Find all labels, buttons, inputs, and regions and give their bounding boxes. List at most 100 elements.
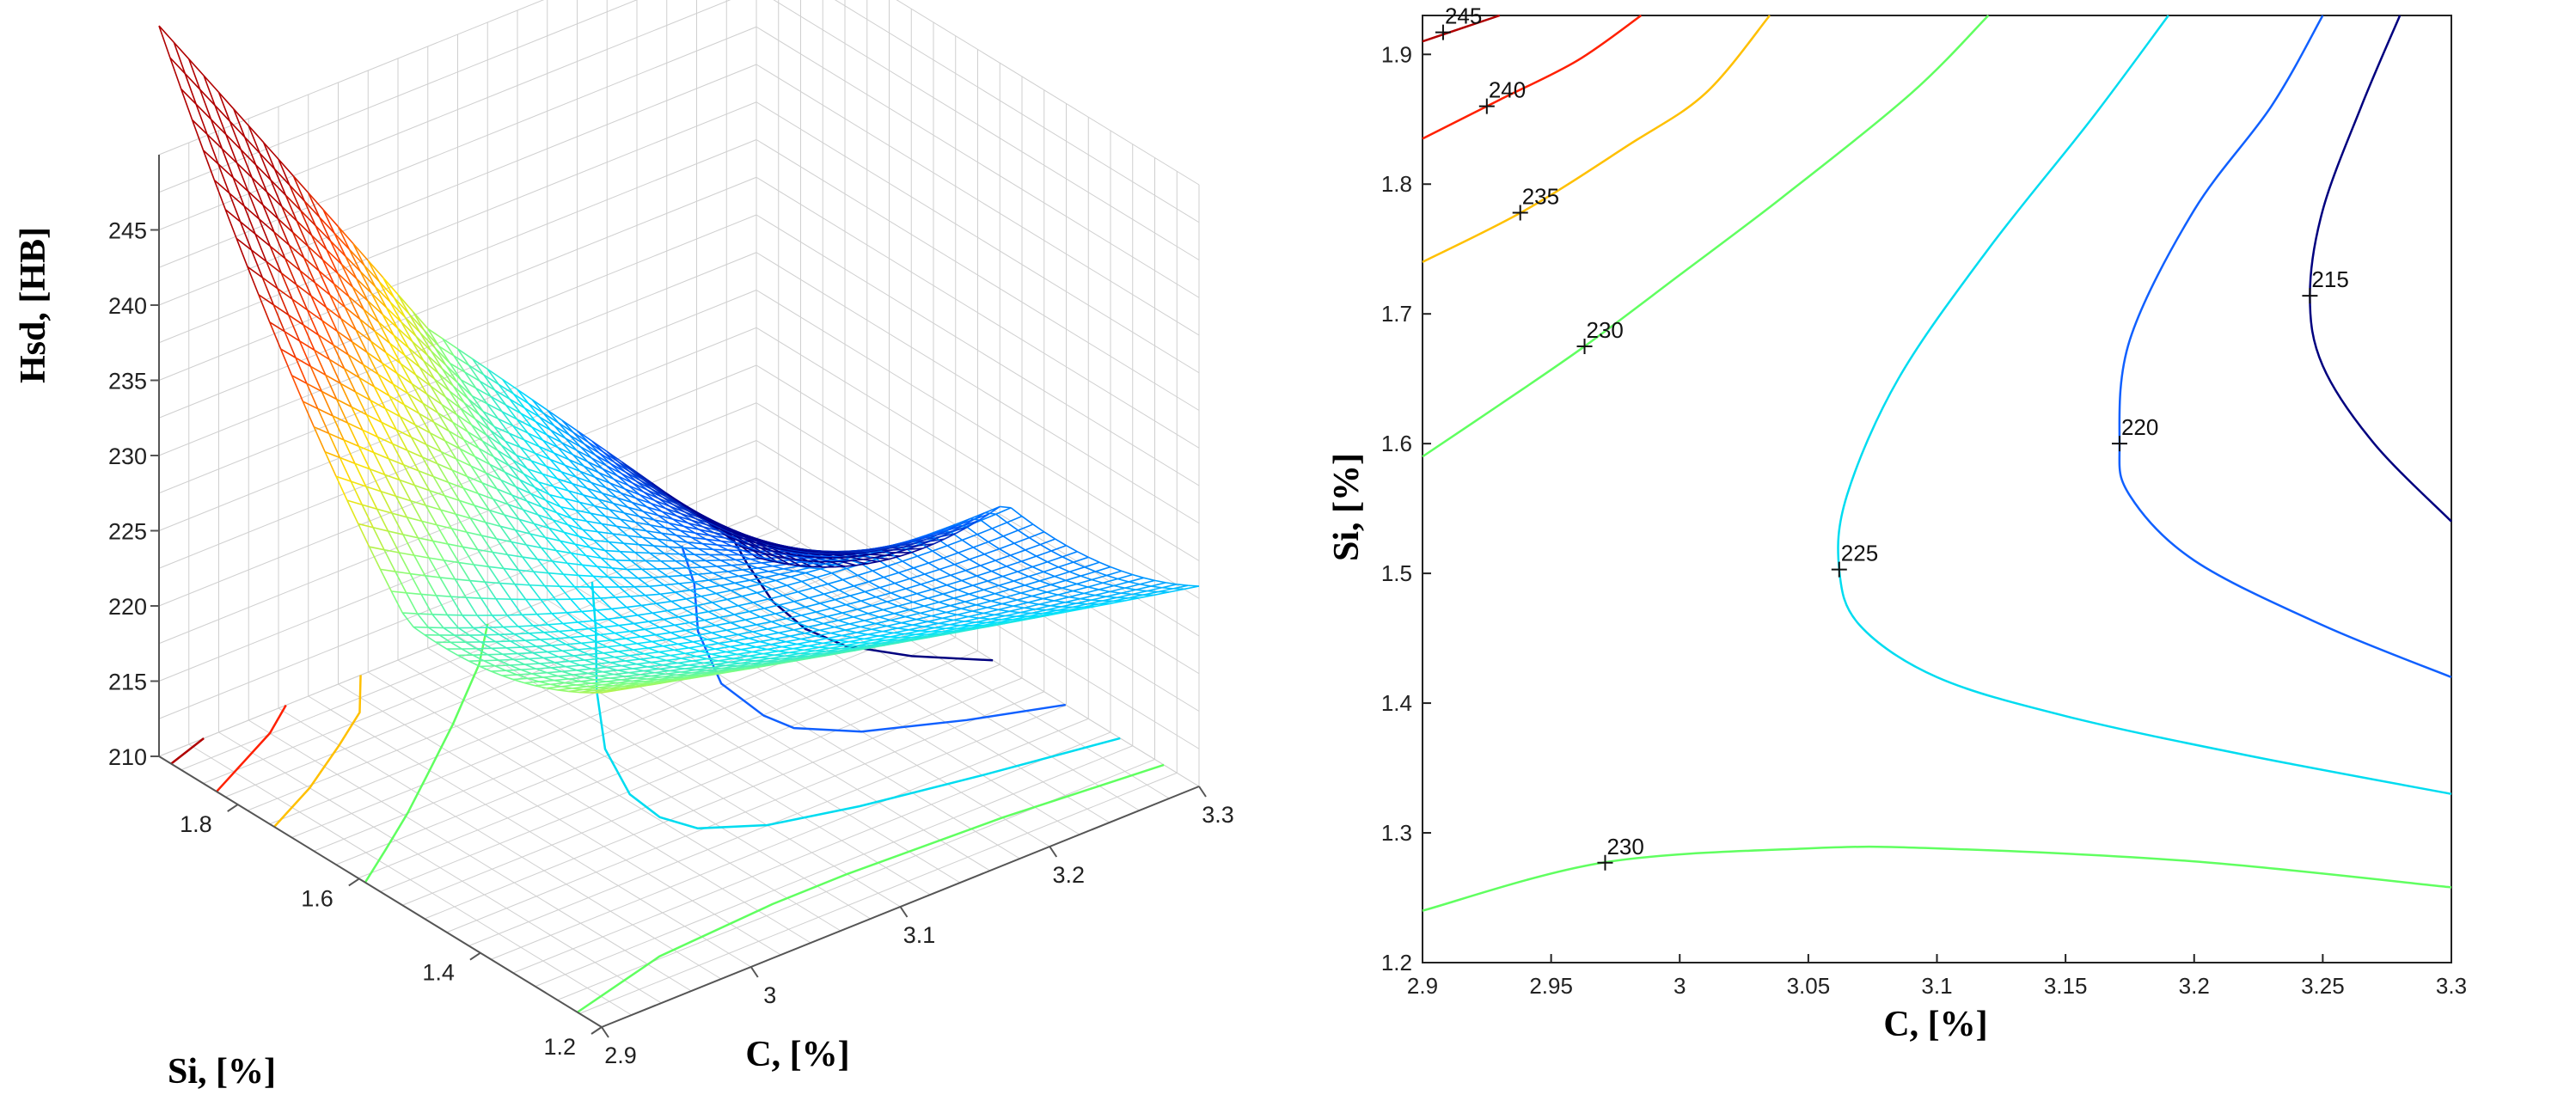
mesh-line — [998, 580, 1014, 586]
mesh-line — [184, 73, 197, 105]
mesh-line — [369, 468, 385, 475]
mesh-line — [1061, 606, 1073, 609]
mesh-line — [553, 486, 566, 499]
mesh-line — [964, 596, 981, 602]
contour-x-tick-label: 3.3 — [2436, 973, 2467, 999]
contour-line-220 — [2118, 15, 2452, 679]
mesh-line — [1121, 589, 1136, 594]
mesh-line — [433, 421, 446, 442]
mesh-line — [358, 523, 370, 547]
mesh-line — [533, 571, 546, 587]
mesh-line — [654, 671, 666, 676]
wall-grid-line — [158, 176, 757, 419]
mesh-line — [554, 452, 570, 461]
mesh-line — [842, 578, 854, 587]
mesh-line — [314, 350, 327, 376]
contour-y-tick-label: 1.4 — [1381, 690, 1412, 716]
mesh-line — [340, 382, 356, 393]
mesh-line — [287, 315, 301, 341]
mesh-line — [834, 623, 850, 628]
mesh-line — [266, 260, 282, 274]
mesh-line — [685, 650, 701, 655]
mesh-line — [328, 432, 345, 441]
c-tick-label-3d: 3.2 — [1052, 862, 1085, 888]
mesh-line — [395, 571, 411, 575]
mesh-line — [909, 578, 921, 585]
mesh-line — [393, 334, 406, 356]
mesh-line — [853, 616, 865, 621]
mesh-line — [1010, 554, 1022, 562]
mesh-line — [325, 306, 342, 320]
mesh-line — [614, 656, 626, 662]
mesh-line — [722, 656, 734, 659]
mesh-line — [539, 662, 555, 664]
mesh-line — [621, 645, 633, 651]
mesh-line — [1031, 591, 1048, 597]
mesh-line — [734, 582, 747, 589]
mesh-line — [434, 378, 450, 392]
mesh-line — [699, 673, 711, 676]
mesh-line — [660, 560, 673, 570]
mesh-line — [673, 666, 685, 670]
mesh-line — [668, 574, 683, 578]
mesh-line — [466, 531, 479, 550]
mesh-line — [639, 674, 652, 677]
mesh-line — [782, 590, 798, 596]
mesh-line — [538, 445, 551, 460]
mesh-line — [793, 596, 810, 602]
mesh-line — [281, 205, 297, 222]
mesh-line — [706, 523, 719, 531]
mesh-line — [591, 647, 604, 654]
mesh-line — [931, 589, 944, 595]
mesh-line — [526, 500, 542, 508]
contour-level-label-225: 225 — [1841, 541, 1878, 566]
mesh-line — [712, 572, 725, 579]
mesh-line — [233, 108, 249, 126]
mesh-line — [722, 529, 734, 536]
mesh-line — [662, 676, 674, 678]
mesh-line — [321, 320, 334, 346]
mesh-line — [251, 249, 267, 262]
mesh-line — [1083, 592, 1096, 596]
mesh-line — [682, 547, 695, 555]
mesh-line — [939, 601, 951, 607]
mesh-line — [568, 676, 584, 680]
mesh-line — [1031, 560, 1048, 568]
mesh-line — [658, 649, 675, 653]
mesh-line — [867, 609, 884, 615]
mesh-line — [661, 511, 674, 520]
mesh-line — [584, 676, 596, 681]
mesh-line — [927, 597, 939, 603]
mesh-line — [730, 643, 745, 648]
mesh-line — [593, 575, 609, 578]
mesh-line — [442, 338, 458, 350]
mesh-line — [509, 432, 525, 441]
mesh-line — [841, 560, 853, 563]
mesh-line — [480, 665, 492, 672]
mesh-line — [244, 137, 257, 166]
mesh-line — [710, 667, 722, 670]
mesh-line — [950, 569, 966, 577]
mesh-line — [470, 465, 486, 474]
mesh-line — [860, 600, 872, 607]
mesh-line — [991, 528, 1004, 537]
mesh-line — [979, 614, 995, 619]
mesh-line — [393, 297, 410, 315]
mesh-line — [694, 554, 707, 562]
mesh-line — [823, 620, 839, 625]
mesh-line — [512, 425, 529, 434]
mesh-line — [383, 548, 400, 554]
mesh-line — [399, 416, 413, 438]
mesh-line — [381, 421, 397, 431]
mesh-line — [518, 518, 531, 535]
mesh-line — [1006, 596, 1018, 601]
wall-grid-line — [756, 64, 1200, 336]
mesh-line — [931, 584, 947, 590]
mesh-line — [814, 549, 826, 553]
contour-x-tick-label: 3 — [1673, 973, 1686, 999]
mesh-line — [456, 414, 468, 432]
mesh-line — [321, 390, 337, 401]
mesh-line — [1050, 544, 1067, 552]
mesh-line — [552, 560, 565, 575]
mesh-line — [607, 618, 620, 627]
